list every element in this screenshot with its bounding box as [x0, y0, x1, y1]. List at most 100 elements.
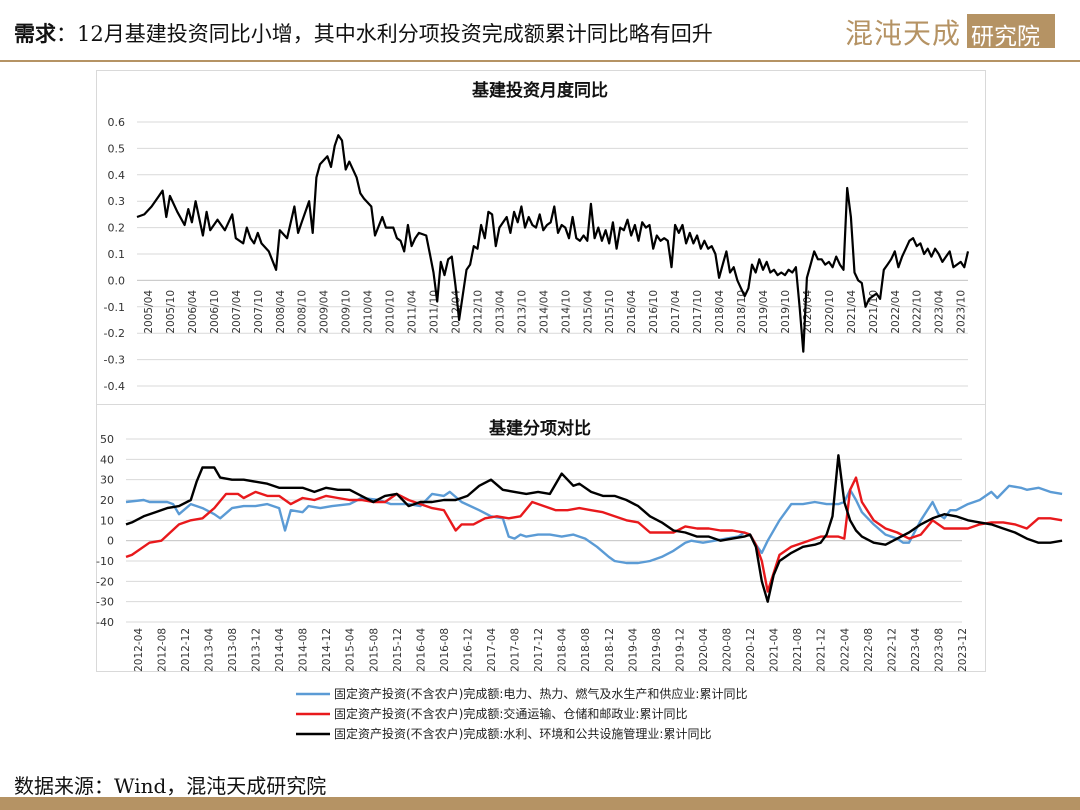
- x-tick-label: 2012/10: [472, 290, 484, 334]
- y-tick-label: 0.3: [108, 195, 126, 208]
- y-tick-label: -0.1: [104, 301, 125, 314]
- x-tick-label: 2014-12: [321, 628, 333, 672]
- y-tick-label: 0.0: [108, 274, 126, 287]
- y-tick-label: -0.2: [104, 327, 125, 340]
- x-tick-label: 2014/10: [560, 290, 572, 334]
- x-tick-label: 2009/10: [341, 290, 353, 334]
- x-tick-label: 2018/10: [736, 290, 748, 334]
- x-tick-label: 2018-08: [580, 628, 592, 672]
- x-tick-label: 2022-08: [863, 628, 875, 672]
- legend-label: 固定资产投资(不含农户)完成额:水利、环境和公共设施管理业:累计同比: [334, 726, 711, 741]
- x-tick-label: 2017/04: [670, 290, 682, 334]
- brand-logo: 混沌天成 研究院: [845, 12, 1057, 52]
- x-tick-label: 2020-08: [722, 628, 734, 672]
- x-tick-label: 2018/04: [714, 290, 726, 334]
- x-tick-label: 2008/10: [297, 290, 309, 334]
- x-tick-label: 2017-12: [533, 628, 545, 672]
- logo-box-text: 研究院: [971, 24, 1040, 50]
- x-tick-label: 2023/10: [956, 290, 968, 334]
- x-tick-label: 2022-12: [886, 628, 898, 672]
- y-tick-label: 0: [107, 535, 114, 548]
- y-tick-label: -10: [96, 555, 114, 568]
- x-tick-label: 2013/04: [494, 290, 506, 334]
- x-tick-label: 2015-08: [368, 628, 380, 672]
- series-line-2: [125, 476, 1063, 593]
- x-tick-label: 2021/04: [846, 290, 858, 334]
- y-tick-label: -40: [96, 616, 114, 629]
- x-tick-label: 2012-04: [133, 628, 145, 672]
- x-tick-label: 2016/04: [626, 290, 638, 334]
- x-tick-label: 2015/04: [582, 290, 594, 334]
- x-tick-label: 2010/04: [363, 290, 375, 334]
- x-tick-label: 2015-12: [392, 628, 404, 672]
- x-tick-label: 2023/04: [934, 290, 946, 334]
- x-tick-label: 2021/10: [868, 290, 880, 334]
- x-tick-label: 2018-04: [557, 628, 569, 672]
- x-tick-label: 2020-04: [698, 628, 710, 672]
- y-tick-label: 40: [100, 453, 114, 466]
- y-tick-label: 0.5: [108, 142, 126, 155]
- chart1-title: 基建投资月度同比: [471, 80, 608, 101]
- x-tick-label: 2023-04: [910, 628, 922, 672]
- x-tick-label: 2006/10: [209, 290, 221, 334]
- chart2-title: 基建分项对比: [488, 418, 591, 439]
- y-tick-label: -0.3: [104, 354, 125, 367]
- x-tick-label: 2008/04: [275, 290, 287, 334]
- x-tick-label: 2009/04: [319, 290, 331, 334]
- x-tick-label: 2023-08: [933, 628, 945, 672]
- x-tick-label: 2018-12: [604, 628, 616, 672]
- x-tick-label: 2021-04: [769, 628, 781, 672]
- y-tick-label: -0.4: [104, 380, 125, 393]
- page-title: 需求：12月基建投资同比小增，其中水利分项投资完成额累计同比略有回升: [14, 18, 713, 48]
- x-tick-label: 2005/04: [143, 290, 155, 334]
- x-tick-label: 2006/04: [187, 290, 199, 334]
- y-tick-label: 20: [100, 494, 114, 507]
- header-rule: [0, 60, 1080, 62]
- y-tick-label: 0.1: [108, 248, 126, 261]
- x-tick-label: 2021-12: [816, 628, 828, 672]
- y-tick-label: 0.6: [108, 116, 126, 129]
- x-tick-label: 2013-04: [203, 628, 215, 672]
- x-tick-label: 2017-08: [510, 628, 522, 672]
- x-tick-label: 2005/10: [165, 290, 177, 334]
- x-tick-label: 2010/10: [385, 290, 397, 334]
- x-tick-label: 2022/10: [912, 290, 924, 334]
- page-title-text: ：12月基建投资同比小增，其中水利分项投资完成额累计同比略有回升: [56, 22, 713, 46]
- x-tick-label: 2012-08: [156, 628, 168, 672]
- y-tick-label: 30: [100, 474, 114, 487]
- x-tick-label: 2016-12: [462, 628, 474, 672]
- x-tick-label: 2020/10: [824, 290, 836, 334]
- x-tick-label: 2023-12: [957, 628, 969, 672]
- x-tick-label: 2019/10: [780, 290, 792, 334]
- data-source: 数据来源：Wind，混沌天成研究院: [14, 774, 327, 798]
- page-title-lead: 需求: [14, 21, 56, 46]
- series-line-3: [125, 454, 1063, 603]
- y-tick-label: 0.2: [108, 222, 126, 235]
- x-tick-label: 2014-08: [298, 628, 310, 672]
- x-tick-label: 2012/04: [450, 290, 462, 334]
- chart-divider: [96, 404, 986, 405]
- x-tick-label: 2007/10: [253, 290, 265, 334]
- x-tick-label: 2019/04: [758, 290, 770, 334]
- x-tick-label: 2019-04: [627, 628, 639, 672]
- logo-box: 研究院: [967, 14, 1055, 50]
- x-tick-label: 2012-12: [180, 628, 192, 672]
- x-tick-label: 2013/10: [516, 290, 528, 334]
- x-tick-label: 2022-04: [839, 628, 851, 672]
- logo-text: 混沌天成: [845, 17, 962, 50]
- x-tick-label: 2007/04: [231, 290, 243, 334]
- y-tick-label: -20: [96, 575, 114, 588]
- legend-label: 固定资产投资(不含农户)完成额:电力、热力、燃气及水生产和供应业:累计同比: [334, 686, 747, 701]
- y-tick-label: 0.4: [108, 169, 126, 182]
- x-tick-label: 2014/04: [538, 290, 550, 334]
- x-tick-label: 2016-08: [439, 628, 451, 672]
- y-tick-label: 50: [100, 433, 114, 446]
- x-tick-label: 2021-08: [792, 628, 804, 672]
- series-line-1: [136, 134, 970, 353]
- x-tick-label: 2022/04: [890, 290, 902, 334]
- x-tick-label: 2019-08: [651, 628, 663, 672]
- x-tick-label: 2011/04: [407, 290, 419, 334]
- x-tick-label: 2015-04: [345, 628, 357, 672]
